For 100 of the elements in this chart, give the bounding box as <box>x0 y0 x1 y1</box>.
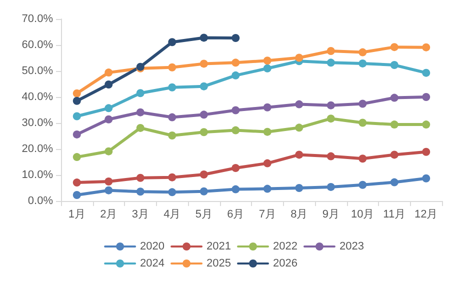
point <box>263 103 272 112</box>
point <box>104 115 113 124</box>
point <box>136 174 144 182</box>
point <box>422 174 430 182</box>
point <box>72 130 81 138</box>
point <box>422 148 430 156</box>
point <box>72 191 81 200</box>
x-tick-label: 7月 <box>258 208 276 220</box>
point <box>295 100 304 108</box>
point <box>422 68 430 77</box>
x-tick-label: 6月 <box>227 208 244 220</box>
point <box>104 147 113 156</box>
point <box>168 131 176 140</box>
point <box>390 150 398 159</box>
point <box>422 93 430 101</box>
point <box>72 96 81 105</box>
point <box>72 89 81 98</box>
point <box>200 128 208 136</box>
legend-label: 2023 <box>339 240 364 252</box>
point <box>326 58 335 67</box>
point <box>326 114 335 123</box>
y-tick-label: 30.0% <box>22 117 54 129</box>
point <box>104 178 113 186</box>
point <box>200 187 208 196</box>
point <box>104 104 113 112</box>
point <box>295 184 304 192</box>
point <box>390 94 398 102</box>
point <box>168 173 176 182</box>
point <box>232 185 240 194</box>
point <box>232 34 240 42</box>
y-tick-label: 40.0% <box>22 91 54 103</box>
point <box>358 59 367 68</box>
y-tick-label: 20.0% <box>22 143 54 155</box>
legend-label: 2022 <box>273 240 298 252</box>
legend-label: 2026 <box>273 258 298 270</box>
point <box>326 152 335 160</box>
x-tick-label: 2月 <box>100 208 118 220</box>
legend-label: 2024 <box>140 258 165 270</box>
point <box>295 54 304 62</box>
point <box>168 188 176 196</box>
point <box>136 188 144 196</box>
point <box>72 153 81 162</box>
point <box>358 48 367 56</box>
point <box>168 83 176 92</box>
point <box>326 182 335 191</box>
point <box>263 64 272 72</box>
point <box>200 170 208 178</box>
point <box>200 60 208 68</box>
point <box>326 46 335 55</box>
point <box>232 164 240 172</box>
point <box>232 71 240 80</box>
point <box>358 118 367 127</box>
x-tick-label: 9月 <box>322 208 340 220</box>
point <box>104 68 113 77</box>
point <box>422 120 430 129</box>
x-tick-label: 1月 <box>68 208 86 220</box>
point <box>72 178 81 187</box>
point <box>390 43 398 52</box>
point <box>232 126 240 134</box>
point <box>168 113 176 122</box>
point <box>326 101 335 110</box>
point <box>136 124 144 132</box>
legend-label: 2025 <box>206 258 232 270</box>
point <box>263 159 272 168</box>
point <box>200 34 208 42</box>
point <box>136 108 144 116</box>
y-tick-label: 60.0% <box>22 39 54 51</box>
point <box>422 43 430 52</box>
x-tick-label: 10月 <box>351 208 374 220</box>
y-tick-label: 0.0% <box>28 195 54 207</box>
point <box>390 120 398 129</box>
x-tick-label: 12月 <box>414 208 438 220</box>
point <box>168 63 176 72</box>
point <box>295 124 304 132</box>
point <box>104 80 113 89</box>
x-tick-label: 3月 <box>132 208 149 220</box>
x-tick-label: 8月 <box>290 208 308 220</box>
point <box>104 186 113 194</box>
x-tick-label: 11月 <box>383 208 406 220</box>
point <box>72 112 81 120</box>
point <box>390 178 398 186</box>
y-tick-label: 10.0% <box>22 169 54 181</box>
point <box>263 128 272 136</box>
point <box>232 58 240 67</box>
x-tick-label: 4月 <box>164 208 181 220</box>
point <box>232 106 240 114</box>
point <box>263 184 272 193</box>
y-tick-label: 70.0% <box>22 13 54 25</box>
x-tick-label: 5月 <box>195 208 212 220</box>
point <box>200 110 208 119</box>
point <box>295 150 304 159</box>
legend-label: 2020 <box>140 240 165 252</box>
point <box>390 61 398 70</box>
point <box>200 82 208 90</box>
y-tick-label: 50.0% <box>22 65 54 77</box>
point <box>358 154 367 163</box>
legend-label: 2021 <box>206 240 232 252</box>
point <box>168 38 176 46</box>
point <box>136 89 144 98</box>
point <box>358 180 367 189</box>
